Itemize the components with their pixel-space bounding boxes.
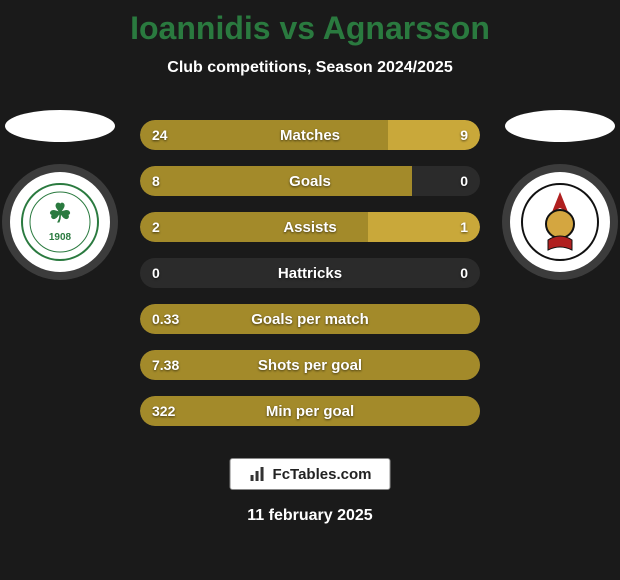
stat-value-left: 0 [152,258,160,288]
club-badge-left: ☘ 1908 [10,172,110,272]
stat-row: 80Goals [140,166,480,196]
stat-bar-right [368,212,480,242]
stat-bar-right [388,120,480,150]
club-badge-left-icon: ☘ 1908 [20,182,100,262]
stat-row: 7.38Shots per goal [140,350,480,380]
stat-bar-left [140,396,480,426]
page-title: Ioannidis vs Agnarsson [0,0,620,47]
subtitle: Club competitions, Season 2024/2025 [0,59,620,77]
stat-row: 0 0Hattricks [140,258,480,288]
stat-row: 0.33Goals per match [140,304,480,334]
stats-area: 249Matches80Goals21Assists00Hattricks0.3… [140,120,480,442]
stat-label: Hattricks [140,258,480,288]
footer-date: 11 february 2025 [0,507,620,525]
player-right-panel [500,110,620,270]
club-badge-right [510,172,610,272]
stat-bar-left [140,166,412,196]
player-right-head [505,110,615,142]
stat-value-right: 0 [460,166,468,196]
svg-text:☘: ☘ [48,198,71,228]
stat-bar-left [140,212,368,242]
stat-row: 21Assists [140,212,480,242]
club-badge-right-icon [520,182,600,262]
stat-value-right: 0 [460,258,468,288]
player-left-head [5,110,115,142]
brand-badge[interactable]: FcTables.com [230,458,391,490]
brand-text: FcTables.com [273,466,372,483]
stat-bar-left [140,350,480,380]
stat-row: 249Matches [140,120,480,150]
chart-icon [249,465,267,483]
player-left-panel: ☘ 1908 [0,110,120,270]
stat-bar-left [140,304,480,334]
stat-bar-left [140,120,388,150]
badge-year: 1908 [49,232,72,243]
stat-row: 322Min per goal [140,396,480,426]
